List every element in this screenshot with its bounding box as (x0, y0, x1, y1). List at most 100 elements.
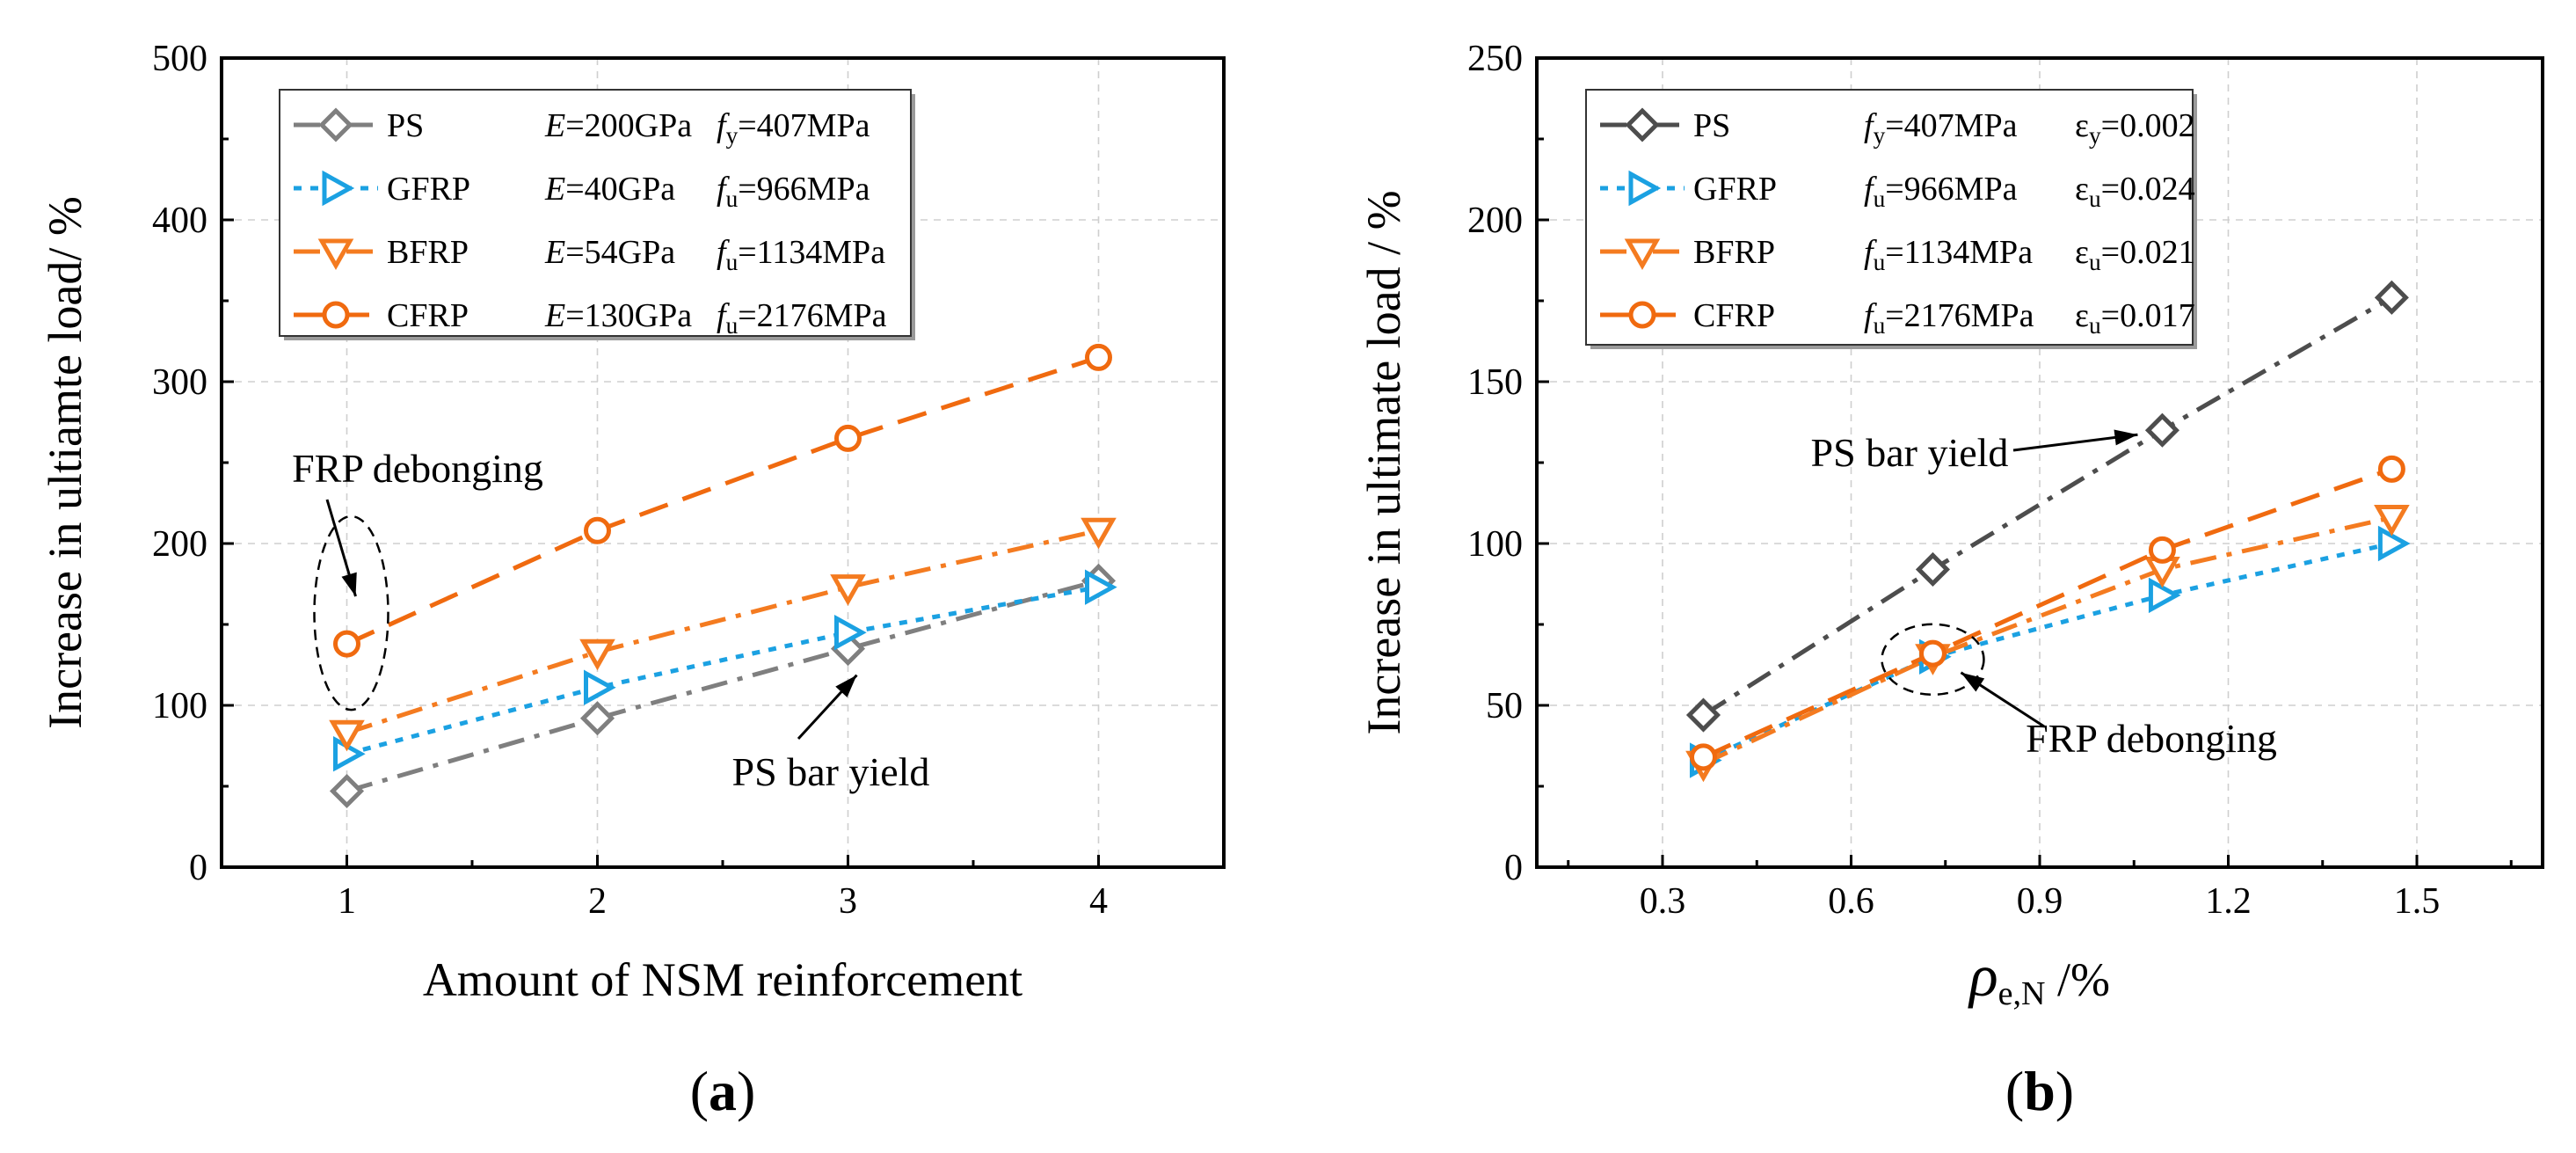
legend-prop: E=54GPa (544, 234, 675, 271)
legend-prop: fu=1134MPa (717, 234, 885, 275)
series-ps (329, 563, 1117, 809)
panel-label: (b) (2005, 1060, 2074, 1122)
legend-box (279, 89, 912, 337)
annotation-text: PS bar yield (732, 749, 930, 794)
legend-box (1585, 89, 2194, 346)
panel-label: (a) (690, 1060, 756, 1122)
y-tick-label: 250 (1467, 39, 1523, 79)
data-point-cfrp (2148, 536, 2176, 564)
data-point-ps (579, 701, 615, 736)
legend-label-bfrp: BFRP (1693, 234, 1775, 271)
y-tick-label: 400 (152, 201, 207, 241)
series-line-gfrp (346, 585, 1099, 756)
y-axis-label: Increase in ultimate load / % (1357, 190, 1410, 734)
data-point-ps (1685, 697, 1721, 733)
legend-marker-bfrp (1624, 238, 1661, 271)
annotation: PS bar yield (732, 674, 930, 794)
annotation-ellipse (313, 514, 389, 712)
data-point-cfrp (2377, 455, 2405, 483)
data-point-cfrp (333, 630, 360, 658)
series-bfrp (329, 517, 1117, 752)
legend-marker-cfrp (322, 301, 350, 329)
series-line-gfrp (1702, 541, 2392, 763)
legend-prop: fu=966MPa (1864, 171, 2018, 212)
x-tick-label: 1.2 (2205, 881, 2252, 922)
legend-label-cfrp: CFRP (1693, 297, 1775, 334)
data-point-bfrp (1081, 517, 1117, 550)
y-tick-label: 50 (1486, 686, 1523, 726)
data-point-gfrp (584, 669, 616, 705)
legend-prop: fu=1134MPa (1864, 234, 2033, 275)
data-point-bfrp (579, 639, 615, 671)
legend-marker-gfrp (322, 170, 355, 207)
annotation-ellipse (1881, 623, 1985, 697)
legend-prop: fu=2176MPa (717, 297, 887, 339)
y-tick-label: 100 (1467, 524, 1523, 565)
annotation-arrow-head (2114, 429, 2138, 446)
data-point-cfrp (1918, 639, 1947, 668)
y-tick-label: 200 (1467, 201, 1523, 241)
legend-prop: E=200GPa (544, 107, 692, 144)
series-line-cfrp (1702, 467, 2393, 760)
panel-b: 0 50 100 150 200 250 0.3 0.6 0.9 1.2 1.5 Increase i… (1357, 39, 2544, 1122)
data-point-gfrp (2148, 577, 2181, 614)
y-tick-label: 150 (1467, 362, 1523, 403)
data-point-bfrp (329, 719, 365, 752)
legend-prop: fy=407MPa (1864, 107, 2018, 149)
legend-prop: E=130GPa (544, 297, 692, 334)
x-tick-label: 1 (338, 881, 356, 922)
annotation-text: FRP debonging (292, 446, 543, 491)
legend-prop: εy=0.002 (2075, 107, 2195, 149)
data-point-ps (2374, 280, 2409, 315)
y-tick-label: 0 (189, 848, 207, 888)
series-gfrp (333, 569, 1117, 772)
panel-a: 0 100 200 300 400 500 1 2 3 4 Increase in ultiamte… (39, 39, 1226, 1122)
annotation-arrow-head (835, 675, 857, 697)
x-axis-label: ρe,N /% (1968, 942, 2110, 1012)
x-tick-label: 0.9 (2017, 881, 2063, 922)
data-point-cfrp (1689, 743, 1717, 771)
annotation: FRP debonging (1881, 623, 2277, 761)
series-line-ps (346, 578, 1100, 793)
y-tick-label: 100 (152, 686, 207, 726)
data-point-bfrp (2374, 505, 2410, 536)
data-point-bfrp (830, 574, 866, 606)
data-point-ps (329, 773, 365, 809)
annotation: PS bar yield (1811, 429, 2138, 475)
data-point-cfrp (584, 516, 611, 544)
legend-marker-gfrp (1628, 170, 1662, 207)
legend-prop: fu=966MPa (717, 171, 870, 212)
data-point-gfrp (2377, 525, 2411, 562)
legend-prop: E=40GPa (544, 171, 675, 208)
x-tick-label: 2 (588, 881, 607, 922)
legend-prop: εu=0.017 (2075, 297, 2195, 339)
legend-label-ps: PS (387, 107, 424, 144)
y-tick-label: 300 (152, 362, 207, 403)
x-tick-label: 4 (1089, 881, 1108, 922)
legend-label-gfrp: GFRP (387, 171, 470, 208)
legend-prop: εu=0.024 (2075, 171, 2195, 212)
legend-marker-cfrp (1628, 301, 1656, 329)
y-tick-label: 500 (152, 39, 207, 79)
data-point-ps (1915, 551, 1950, 587)
y-tick-label: 200 (152, 524, 207, 565)
series-ps (1685, 280, 2409, 733)
x-tick-label: 1.5 (2394, 881, 2441, 922)
x-tick-label: 0.3 (1640, 881, 1686, 922)
annotation-arrow-head (341, 572, 357, 597)
series-line-ps (1702, 296, 2393, 718)
x-tick-label: 0.6 (1828, 881, 1874, 922)
annotation: FRP debonging (292, 446, 543, 712)
annotation-text: FRP debonging (2026, 716, 2277, 761)
y-tick-label: 0 (1504, 848, 1523, 888)
data-point-cfrp (1085, 343, 1112, 371)
data-point-gfrp (834, 614, 867, 651)
series-line-bfrp (346, 528, 1100, 735)
legend-marker-ps (1625, 107, 1660, 142)
legend-label-ps: PS (1693, 107, 1730, 144)
legend-label-bfrp: BFRP (387, 234, 469, 271)
legend-prop: εu=0.021 (2075, 234, 2195, 275)
series-line-cfrp (346, 355, 1100, 646)
x-tick-label: 3 (839, 881, 857, 922)
